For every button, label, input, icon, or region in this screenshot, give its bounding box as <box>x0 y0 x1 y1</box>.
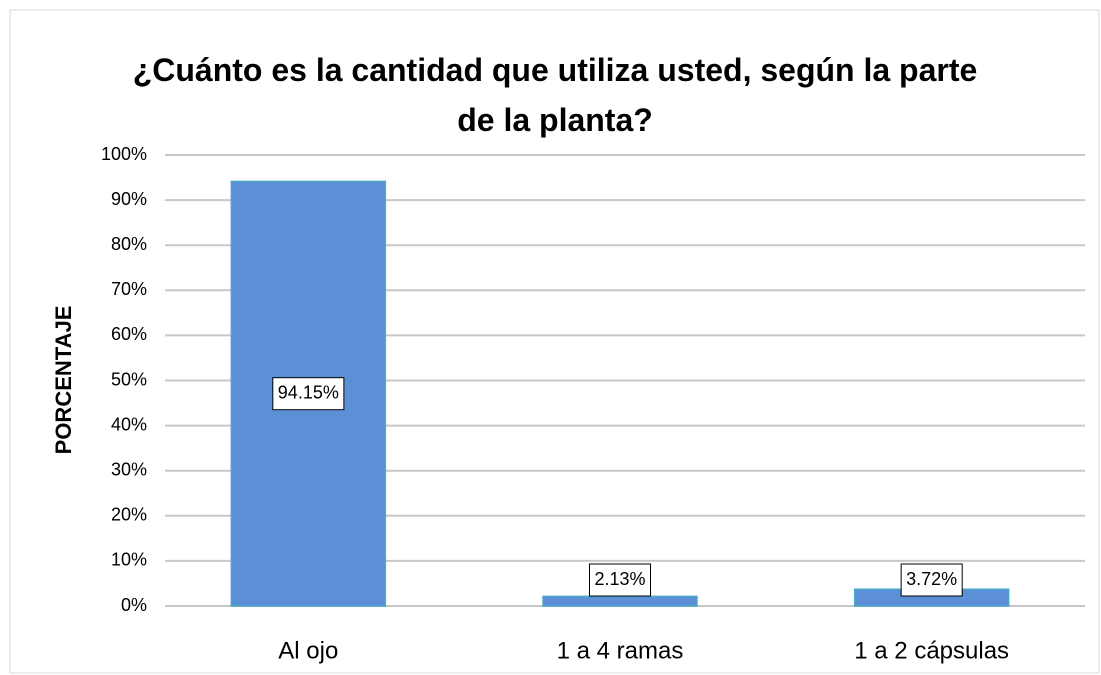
data-label-box <box>900 563 963 597</box>
y-tick-label: 0% <box>121 595 147 615</box>
data-label: 2.13% <box>594 569 645 589</box>
y-tick-label: 80% <box>111 234 147 254</box>
y-tick-label: 90% <box>111 189 147 209</box>
y-tick-label: 40% <box>111 414 147 434</box>
y-tick-label: 60% <box>111 324 147 344</box>
bar <box>542 595 698 607</box>
y-tick-label: 20% <box>111 505 147 525</box>
y-tick-label: 10% <box>111 550 147 570</box>
y-tick-label: 50% <box>111 369 147 389</box>
y-tick-label: 100% <box>101 144 147 164</box>
x-tick-label: 1 a 4 ramas <box>557 637 684 664</box>
data-label: 3.72% <box>906 569 957 589</box>
data-label-box <box>588 563 652 597</box>
chart-title: ¿Cuánto es la cantidad que utiliza usted… <box>132 52 978 138</box>
data-label: 94.15% <box>278 382 339 402</box>
x-tick-label: Al ojo <box>278 637 338 664</box>
chart-frame <box>9 9 1100 674</box>
y-tick-label: 30% <box>111 459 147 479</box>
data-label-box <box>272 377 345 411</box>
y-axis-title: PORCENTAJE <box>51 306 76 455</box>
y-tick-label: 70% <box>111 279 147 299</box>
x-tick-label: 1 a 2 cápsulas <box>854 637 1009 664</box>
